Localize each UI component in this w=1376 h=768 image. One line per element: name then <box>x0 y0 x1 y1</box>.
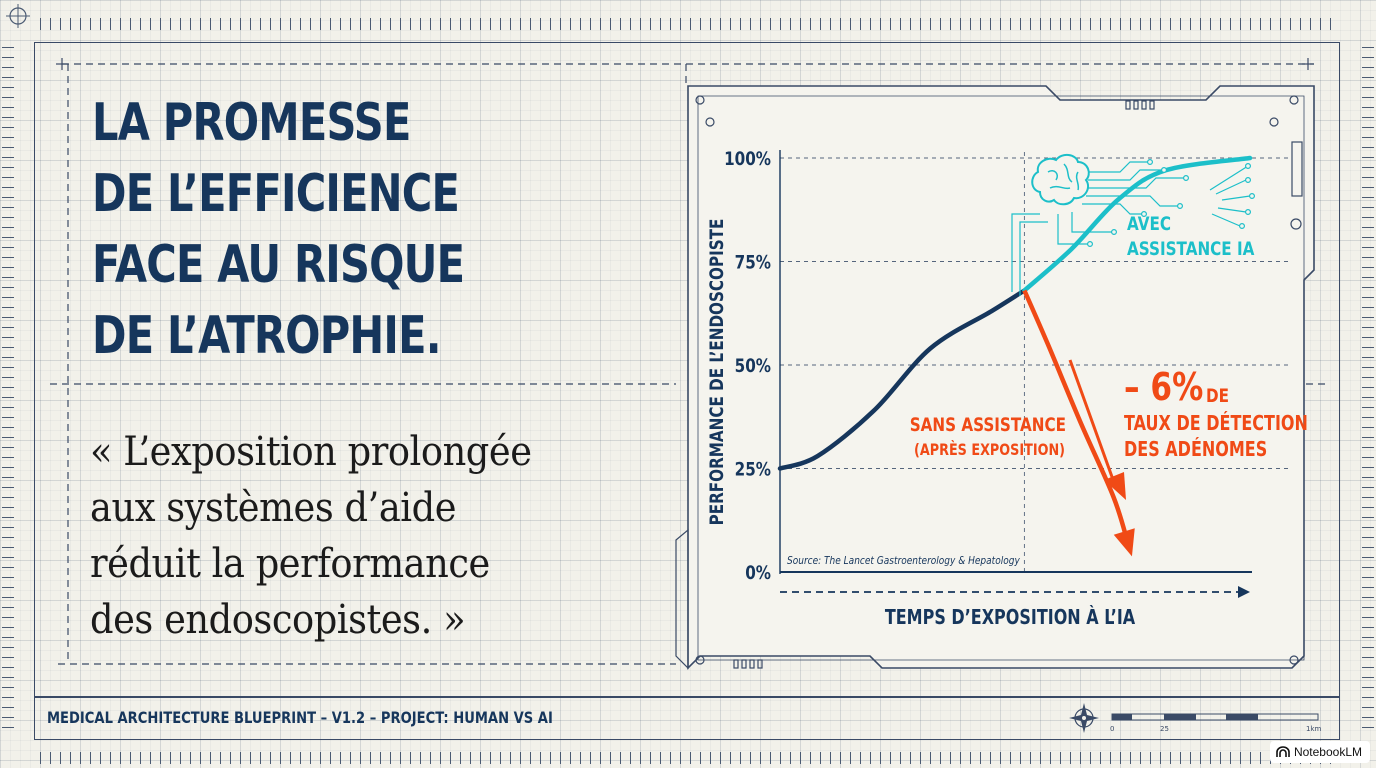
quote-line: « L’exposition prolongée <box>90 429 532 475</box>
quote: « L’exposition prolongée aux systèmes d’… <box>90 424 532 648</box>
notebooklm-logo-icon <box>1276 746 1290 757</box>
ruler-right <box>1362 40 1374 728</box>
x-axis-arrowhead <box>1238 586 1250 598</box>
scale-label-1km: 1km <box>1306 725 1322 733</box>
y-axis-title: PERFORMANCE DE L’ENDOSCOPISTE <box>706 219 728 526</box>
y-tick-labels: 0% 25% 50% 75% 100% <box>724 148 771 584</box>
notebooklm-badge[interactable]: NotebookLM <box>1269 741 1370 763</box>
quote-line: aux systèmes d’aide <box>90 485 457 531</box>
ruler-top <box>40 18 1336 30</box>
drop-line2: TAUX DE DÉTECTION <box>1124 411 1308 435</box>
chart-panel <box>675 85 1315 670</box>
drop-arrowhead <box>1104 472 1126 500</box>
chart-source: Source: The Lancet Gastroenterology & He… <box>787 555 1021 567</box>
annotation-ai-line1: AVEC <box>1127 213 1171 235</box>
page-title: LA PROMESSE DE L’EFFICIENCE FACE AU RISQ… <box>92 88 465 372</box>
drop-line3: DES ADÉNOMES <box>1124 437 1267 461</box>
series-arrowhead-no-assistance <box>1113 528 1135 557</box>
ruler-left <box>2 40 14 728</box>
series-line-no-assistance <box>1022 289 1130 544</box>
y-tick-label: 50% <box>735 355 771 377</box>
quote-line: des endoscopistes. » <box>90 597 466 643</box>
brain-icon <box>1031 154 1090 206</box>
panel-screws <box>695 95 1299 665</box>
series-line-ai-assisted <box>1022 155 1253 293</box>
footer-divider <box>34 696 1340 698</box>
title-line: FACE AU RISQUE <box>92 235 465 295</box>
drop-arrow <box>1068 359 1118 489</box>
quote-line: réduit la performance <box>90 541 490 587</box>
scale-bar: 0 25 1km <box>1110 713 1322 733</box>
annotation-ai-line2: ASSISTANCE IA <box>1127 238 1255 260</box>
crosshair-icon <box>6 4 30 28</box>
y-tick-label: 75% <box>735 252 771 274</box>
chart-gridlines <box>780 152 1290 572</box>
x-axis-title: TEMPS D’EXPOSITION À L’IA <box>885 605 1135 629</box>
y-tick-label: 100% <box>724 148 771 170</box>
blueprint-frame <box>34 42 1340 740</box>
title-line: DE L’ATROPHIE. <box>92 306 442 366</box>
ruler-bottom <box>40 752 1336 764</box>
scale-label-25: 25 <box>1160 725 1169 733</box>
annotation-drop: – 6% DE TAUX DE DÉTECTION DES ADÉNOMES <box>1124 366 1308 461</box>
notebooklm-label: NotebookLM <box>1293 745 1362 759</box>
footer-caption: MEDICAL ARCHITECTURE BLUEPRINT – V1.2 – … <box>47 708 553 727</box>
y-tick-label: 0% <box>745 562 771 584</box>
title-line: DE L’EFFICIENCE <box>92 164 460 224</box>
scale-label-0: 0 <box>1110 725 1114 733</box>
drop-value: – 6% <box>1124 366 1203 410</box>
y-tick-label: 25% <box>735 459 771 481</box>
annotation-no-ai-line1: SANS ASSISTANCE <box>910 414 1066 436</box>
title-line: LA PROMESSE <box>92 93 411 153</box>
compass-rose-icon <box>1069 703 1099 733</box>
series-line-baseline <box>777 288 1027 471</box>
drop-unit: DE <box>1206 385 1229 407</box>
annotation-no-ai-line2: (APRÈS EXPOSITION) <box>914 441 1065 460</box>
annotation-ai: AVEC ASSISTANCE IA <box>1127 213 1255 260</box>
circuit-nodes <box>1086 159 1255 248</box>
annotation-no-ai: SANS ASSISTANCE (APRÈS EXPOSITION) <box>910 414 1066 459</box>
circuit-traces <box>1011 161 1251 296</box>
